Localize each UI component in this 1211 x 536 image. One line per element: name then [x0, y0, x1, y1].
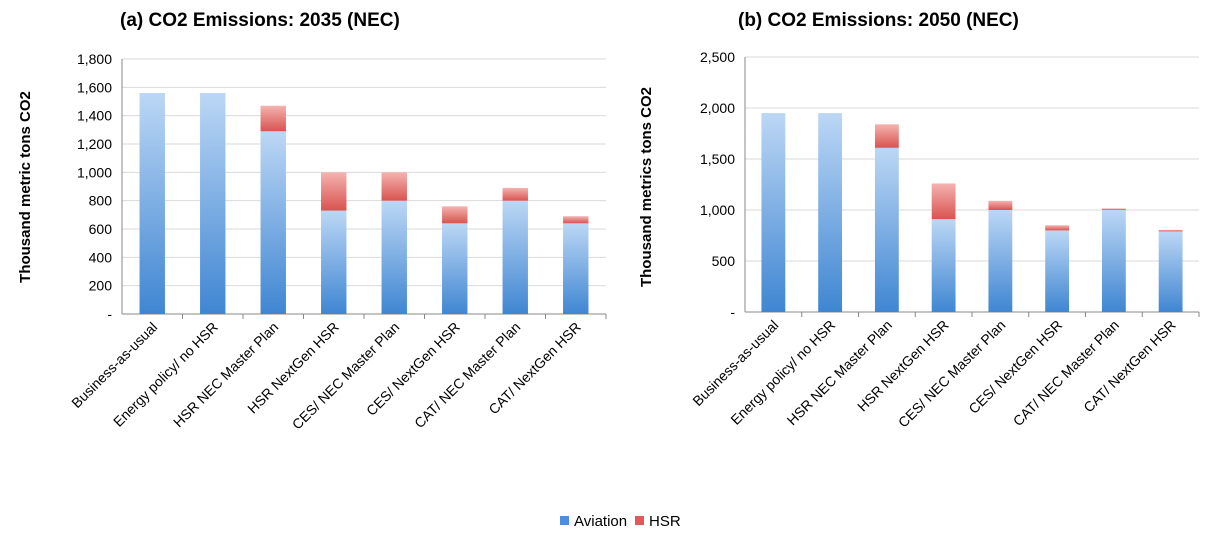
bar-hsr — [563, 216, 589, 224]
y-tick-label: 1,800 — [77, 51, 112, 67]
bar-aviation — [563, 223, 589, 314]
bar-aviation — [1158, 231, 1183, 312]
chart-2050: (b) CO2 Emissions: 2050 (NEC) Thousand m… — [638, 10, 1200, 431]
x-category-label: HSR NEC Master Plan — [784, 317, 895, 428]
legend-swatch-aviation — [560, 516, 569, 525]
bar-hsr — [1101, 208, 1126, 210]
legend-swatch-hsr — [635, 516, 644, 525]
bar-hsr — [874, 124, 899, 148]
bar-hsr — [1045, 225, 1070, 231]
bar-hsr — [1158, 229, 1183, 232]
y-tick-label: 200 — [89, 278, 113, 294]
y-tick-label: 500 — [712, 253, 736, 269]
plot-area: -2004006008001,0001,2001,4001,6001,800Bu… — [68, 51, 607, 433]
x-category-label: CAT/ NEC Master Plan — [411, 319, 523, 431]
chart-title: (a) CO2 Emissions: 2035 (NEC) — [120, 10, 400, 31]
y-tick-label: 400 — [89, 249, 113, 265]
y-tick-label: 1,000 — [77, 164, 112, 180]
bar-aviation — [260, 131, 286, 314]
chart-title: (b) CO2 Emissions: 2050 (NEC) — [738, 10, 1019, 31]
y-tick-label: 2,000 — [700, 100, 735, 116]
bar-hsr — [442, 206, 468, 224]
legend-label-aviation: Aviation — [574, 513, 627, 530]
y-tick-label: 1,000 — [700, 202, 735, 218]
bar-aviation — [321, 210, 347, 314]
chart-2035: (a) CO2 Emissions: 2035 (NEC) Thousand m… — [17, 10, 607, 433]
x-category-label: CES/ NEC Master Plan — [289, 319, 403, 433]
bar-hsr — [931, 183, 956, 220]
bar-aviation — [818, 113, 843, 312]
y-tick-label: 1,500 — [700, 151, 735, 167]
y-tick-label: 600 — [89, 221, 113, 237]
bar-hsr — [260, 105, 286, 132]
x-category-label: Energy policy/ no HSR — [110, 319, 221, 430]
bar-aviation — [1101, 210, 1126, 312]
y-axis-label: Thousand metric tons CO2 — [17, 91, 34, 283]
bar-hsr — [502, 187, 528, 201]
x-category-label: CES/ NEC Master Plan — [895, 317, 1009, 431]
y-tick-label: 1,200 — [77, 136, 112, 152]
x-category-label: CES/ NextGen HSR — [965, 317, 1065, 417]
bar-aviation — [200, 93, 226, 314]
bar-aviation — [139, 93, 165, 314]
x-category-label: CAT/ NEC Master Plan — [1010, 317, 1122, 429]
bar-aviation — [442, 223, 468, 314]
bar-aviation — [988, 210, 1013, 312]
bar-hsr — [321, 172, 347, 211]
bar-aviation — [931, 219, 956, 312]
bar-hsr — [988, 200, 1013, 210]
y-tick-label: 1,400 — [77, 108, 112, 124]
bar-aviation — [874, 147, 899, 312]
bar-aviation — [381, 200, 407, 314]
y-tick-label: 800 — [89, 193, 113, 209]
y-tick-label: 2,500 — [700, 49, 735, 65]
legend: Aviation HSR — [560, 513, 681, 530]
bar-hsr — [381, 172, 407, 201]
bar-aviation — [761, 113, 786, 312]
bar-aviation — [502, 200, 528, 314]
x-category-label: HSR NEC Master Plan — [170, 319, 281, 430]
y-tick-label: - — [730, 304, 735, 320]
y-tick-label: 1,600 — [77, 79, 112, 95]
plot-area: -5001,0001,5002,0002,500Business-as-usua… — [689, 49, 1200, 431]
x-category-label: Energy policy/ no HSR — [727, 317, 838, 428]
y-axis-label: Thousand metrics tons CO2 — [638, 87, 655, 287]
bar-aviation — [1045, 230, 1070, 312]
y-tick-label: - — [107, 306, 112, 322]
legend-label-hsr: HSR — [649, 513, 681, 530]
